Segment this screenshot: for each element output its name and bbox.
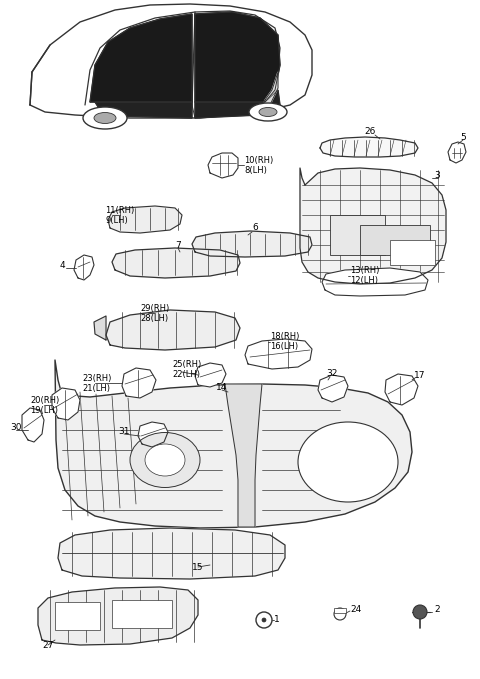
Polygon shape [52,388,80,420]
Polygon shape [208,153,238,178]
Text: 20(RH): 20(RH) [30,395,59,405]
Ellipse shape [94,113,116,124]
Text: 16(LH): 16(LH) [270,342,298,352]
Polygon shape [108,206,182,233]
Text: 4: 4 [60,261,66,270]
Text: 5: 5 [460,132,466,141]
Circle shape [262,618,266,622]
Text: 17: 17 [414,371,425,380]
Text: 15: 15 [192,562,204,572]
Text: 19(LH): 19(LH) [30,405,58,414]
Bar [390,240,435,265]
Polygon shape [22,408,44,442]
Circle shape [413,605,427,619]
Polygon shape [138,422,168,447]
Ellipse shape [130,433,200,488]
Ellipse shape [83,107,127,129]
Polygon shape [225,384,262,527]
Text: 11(RH): 11(RH) [105,206,134,215]
Text: 28(LH): 28(LH) [140,314,168,323]
Polygon shape [106,310,240,350]
Text: 32: 32 [326,369,337,378]
Polygon shape [112,248,240,278]
Polygon shape [195,12,280,102]
Bar [55,602,100,630]
Polygon shape [195,90,280,118]
Text: 25(RH): 25(RH) [172,361,201,369]
Polygon shape [55,360,412,528]
Bar [330,215,385,255]
Polygon shape [300,168,446,284]
Text: 29(RH): 29(RH) [140,304,169,312]
Ellipse shape [259,107,277,117]
Text: 30: 30 [10,424,22,433]
Ellipse shape [145,444,185,476]
Polygon shape [245,339,312,369]
Text: 18(RH): 18(RH) [270,333,300,342]
Polygon shape [385,374,418,405]
Polygon shape [94,316,106,340]
Bar [112,600,172,628]
Text: 2: 2 [434,606,440,614]
Text: 21(LH): 21(LH) [82,384,110,392]
Text: 8(LH): 8(LH) [244,166,267,175]
Text: 7: 7 [175,240,181,249]
Text: 22(LH): 22(LH) [172,371,200,380]
Text: 31: 31 [118,428,130,437]
Text: 6: 6 [252,223,258,232]
Polygon shape [320,137,418,157]
Polygon shape [38,587,198,645]
Text: 26: 26 [364,126,375,136]
Polygon shape [30,4,312,118]
Bar [360,225,430,255]
Polygon shape [90,14,192,102]
Polygon shape [85,11,280,105]
Text: 10(RH): 10(RH) [244,155,273,164]
Polygon shape [195,363,226,387]
Text: 24: 24 [350,604,361,614]
Text: 13(RH): 13(RH) [350,266,379,276]
Polygon shape [260,72,278,112]
Polygon shape [322,268,428,296]
Text: 12(LH): 12(LH) [350,276,378,285]
Polygon shape [58,528,285,579]
Ellipse shape [298,422,398,502]
Text: 3: 3 [434,170,440,179]
Polygon shape [448,142,466,163]
Bar [334,608,346,613]
Text: 27: 27 [42,640,53,650]
Text: 1: 1 [274,615,280,625]
Text: 23(RH): 23(RH) [82,373,111,382]
Text: 9(LH): 9(LH) [105,215,128,225]
Ellipse shape [249,103,287,121]
Polygon shape [95,102,192,118]
Polygon shape [318,375,348,402]
Text: 14: 14 [216,384,228,392]
Polygon shape [192,231,312,257]
Polygon shape [122,368,156,398]
Polygon shape [74,255,94,280]
